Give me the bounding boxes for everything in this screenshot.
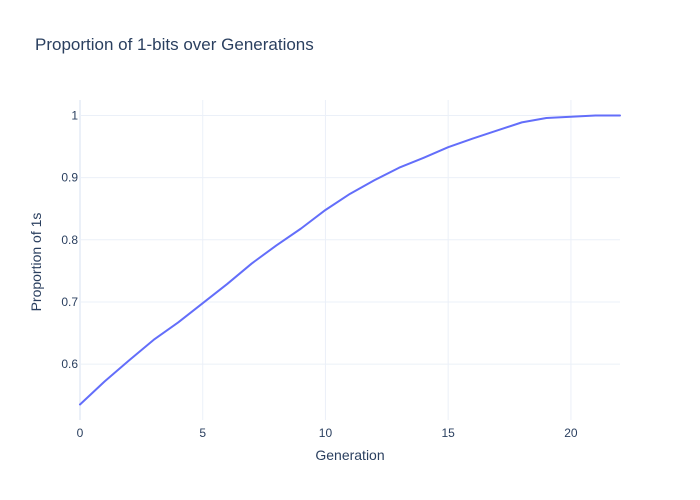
series-line — [79, 114, 621, 406]
tick-label-layer: 0 5 10 15 20 0.6 0.7 0.8 0.9 1 — [61, 109, 578, 440]
y-tick-label: 0.9 — [61, 171, 78, 185]
y-tick-label: 0.7 — [61, 295, 78, 309]
chart-title: Proportion of 1-bits over Generations — [35, 35, 314, 54]
x-tick-label: 5 — [199, 426, 206, 440]
y-axis-title: Proportion of 1s — [28, 213, 44, 312]
series-layer — [79, 114, 621, 406]
x-tick-label: 0 — [77, 426, 84, 440]
y-tick-label: 1 — [71, 109, 78, 123]
x-tick-label: 15 — [442, 426, 456, 440]
y-tick-label: 0.6 — [61, 357, 78, 371]
x-axis-title: Generation — [315, 447, 384, 463]
grid-layer — [79, 100, 620, 420]
y-tick-label: 0.8 — [61, 233, 78, 247]
x-tick-label: 10 — [319, 426, 333, 440]
x-tick-label: 20 — [564, 426, 578, 440]
